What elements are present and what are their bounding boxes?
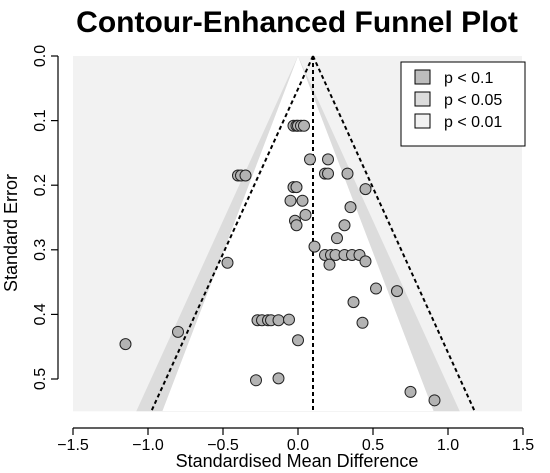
study-points xyxy=(119,119,441,407)
x-tick-label: 0.5 xyxy=(362,437,384,454)
study-point xyxy=(250,374,262,387)
study-point xyxy=(290,219,303,232)
study-point xyxy=(299,208,312,221)
y-tick-label: 0.0 xyxy=(32,45,49,67)
study-point xyxy=(404,385,417,398)
y-tick-label: 0.5 xyxy=(32,368,49,390)
study-point xyxy=(359,183,372,196)
x-tick-label: −1.0 xyxy=(132,437,164,454)
left-ci-line xyxy=(150,55,314,412)
y-axis-label: Standard Error xyxy=(1,174,21,292)
study-point xyxy=(370,282,382,295)
study-point xyxy=(172,325,184,338)
legend-swatch xyxy=(414,113,431,129)
study-point xyxy=(341,167,354,180)
study-point xyxy=(284,194,297,207)
study-point xyxy=(119,338,132,351)
study-point xyxy=(292,334,304,347)
study-point xyxy=(272,314,285,327)
x-axis-label: Standardised Mean Difference xyxy=(176,451,419,471)
x-tick-label: 1.5 xyxy=(512,437,534,454)
x-tick-label: −0.5 xyxy=(207,437,239,454)
x-tick-label: 1.0 xyxy=(437,437,459,454)
study-point xyxy=(347,296,360,309)
study-point xyxy=(308,240,321,253)
x-axis-ticks: −1.5 −1.0 −0.5 0.0 0.5 1.0 1.5 xyxy=(57,428,534,454)
study-point xyxy=(290,181,303,194)
study-point xyxy=(298,119,310,132)
y-tick-label: 0.2 xyxy=(32,174,49,196)
study-point xyxy=(356,316,369,329)
study-point xyxy=(322,167,334,180)
legend-label: p < 0.01 xyxy=(444,114,502,131)
y-tick-label: 0.3 xyxy=(32,239,49,261)
study-point xyxy=(391,285,403,298)
legend-swatch xyxy=(414,69,431,85)
x-tick-label: −1.5 xyxy=(57,437,89,454)
legend: p < 0.1 p < 0.05 p < 0.01 xyxy=(400,61,526,147)
study-point xyxy=(272,372,285,385)
study-point xyxy=(239,169,252,182)
y-axis-ticks: 0.0 0.1 0.2 0.3 0.4 0.5 xyxy=(32,45,58,390)
reference-lines xyxy=(150,55,476,412)
study-point xyxy=(296,194,309,207)
y-tick-label: 0.4 xyxy=(32,303,49,325)
study-point xyxy=(322,153,334,166)
x-tick-label: 0.0 xyxy=(287,437,309,454)
y-tick-label: 0.1 xyxy=(32,109,49,131)
study-point xyxy=(331,232,343,245)
study-point xyxy=(338,219,351,232)
legend-label: p < 0.1 xyxy=(444,70,493,87)
study-point xyxy=(344,201,357,214)
chart-title: Contour-Enhanced Funnel Plot xyxy=(76,6,518,39)
study-point xyxy=(323,258,336,271)
study-point xyxy=(359,255,372,268)
study-point xyxy=(283,313,295,326)
right-ci-line xyxy=(312,55,476,412)
study-point xyxy=(428,394,441,407)
legend-label: p < 0.05 xyxy=(444,92,502,109)
study-point xyxy=(221,256,234,269)
study-point xyxy=(304,153,316,166)
legend-swatch xyxy=(414,91,431,107)
